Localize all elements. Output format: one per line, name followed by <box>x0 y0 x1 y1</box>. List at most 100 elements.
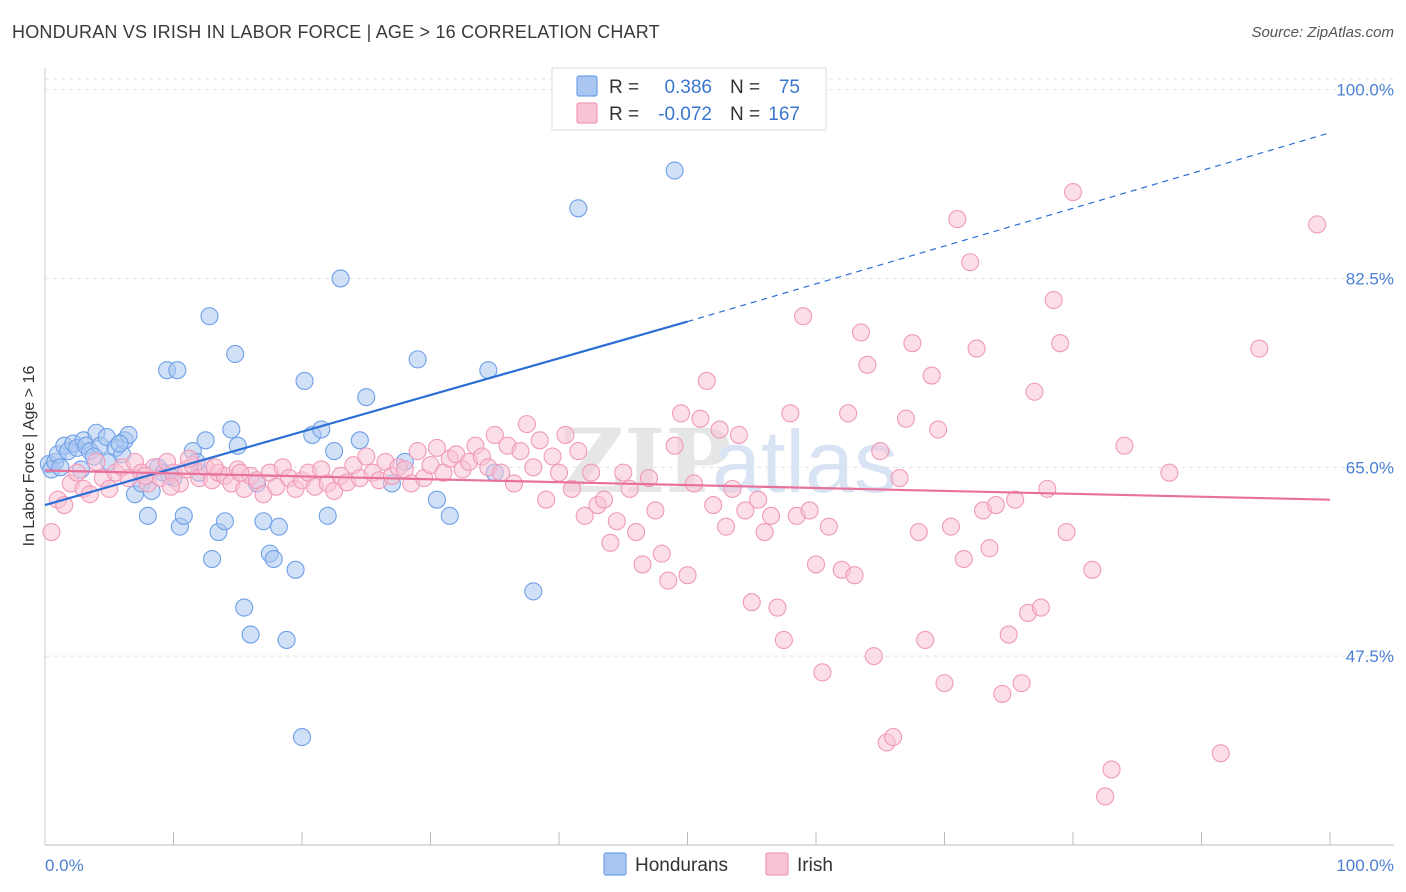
irish-point <box>980 539 999 558</box>
legend-r-label-2: R = <box>609 104 639 125</box>
honduran-point <box>203 549 222 569</box>
irish-point <box>1160 463 1179 482</box>
irish-trend-line <box>44 469 1331 501</box>
irish-point <box>633 555 652 574</box>
honduran-point <box>331 269 350 288</box>
irish-point <box>639 469 659 488</box>
honduran-point <box>51 458 70 477</box>
irish-point <box>858 355 877 374</box>
legend-swatch-hondurans <box>576 75 598 97</box>
series-legend: Hondurans Irish <box>603 852 833 876</box>
irish-point <box>1096 787 1115 806</box>
irish-point <box>948 210 967 229</box>
irish-point <box>1031 598 1050 617</box>
irish-point <box>646 501 665 520</box>
irish-point <box>652 544 671 563</box>
irish-point <box>485 425 504 444</box>
irish-point <box>549 463 569 482</box>
irish-point <box>511 442 530 461</box>
irish-point <box>736 501 755 520</box>
gridlines <box>45 78 1394 657</box>
bottom-legend-swatch-irish <box>765 852 789 876</box>
irish-point <box>68 463 87 482</box>
irish-point <box>890 469 909 488</box>
honduran-point <box>357 388 376 407</box>
irish-point <box>716 517 736 536</box>
irish-point <box>1038 479 1057 498</box>
y-tick-label: 100.0% <box>1336 81 1394 100</box>
honduran-point <box>665 161 684 180</box>
honduran-point <box>269 517 288 536</box>
legend-r-label-1: R = <box>609 77 639 98</box>
irish-point <box>517 415 536 434</box>
irish-point <box>813 663 832 682</box>
irish-point <box>357 447 376 466</box>
irish-point <box>871 442 890 461</box>
x-ticks <box>173 832 1331 845</box>
honduran-point <box>292 728 312 747</box>
honduran-point <box>277 630 296 650</box>
irish-point <box>922 366 941 385</box>
honduran-point <box>241 625 260 644</box>
legend-n-label-1: N = <box>730 77 760 98</box>
honduran-point <box>254 512 273 531</box>
irish-point <box>819 517 838 536</box>
irish-point <box>755 522 774 542</box>
irish-point <box>851 323 871 342</box>
irish-point <box>710 420 729 439</box>
honduran-point <box>110 434 129 453</box>
irish-point <box>723 479 742 498</box>
irish-point <box>575 506 594 525</box>
irish-point <box>781 404 800 423</box>
irish-point <box>594 490 614 509</box>
honduran-point <box>325 442 344 461</box>
irish-point <box>325 481 344 501</box>
irish-point <box>537 490 556 509</box>
irish-point <box>729 425 748 444</box>
irish-point <box>967 339 986 358</box>
irish-point <box>929 420 948 439</box>
irish-point <box>607 512 626 531</box>
irish-point <box>774 630 793 650</box>
irish-point <box>1044 290 1063 310</box>
stats-legend-box <box>551 67 827 131</box>
irish-point <box>1115 436 1134 455</box>
irish-point <box>267 477 286 496</box>
irish-point <box>941 517 960 536</box>
irish-point <box>896 409 916 428</box>
irish-point <box>916 630 935 650</box>
irish-point <box>42 522 61 542</box>
honduran-point <box>196 431 215 450</box>
honduran-point <box>286 560 305 579</box>
irish-point <box>582 463 601 482</box>
irish-point <box>742 593 761 612</box>
irish-point <box>1057 522 1076 542</box>
irish-point <box>231 463 250 482</box>
irish-point <box>704 496 723 515</box>
legend-n-value-2: 167 <box>768 104 800 125</box>
irish-point <box>684 474 703 493</box>
bottom-legend-label-hondurans: Hondurans <box>635 855 728 876</box>
irish-point <box>524 458 543 477</box>
irish-point <box>672 404 691 423</box>
irish-point <box>761 506 781 525</box>
irish-point <box>845 566 864 585</box>
irish-point <box>562 479 581 498</box>
irish-point <box>864 647 883 666</box>
legend-n-label-2: N = <box>730 104 760 125</box>
y-tick-label: 65.0% <box>1346 458 1394 477</box>
legend-n-value-1: 75 <box>779 77 800 98</box>
honduran-point <box>440 506 459 525</box>
irish-point <box>1102 760 1121 779</box>
irish-point <box>678 566 697 585</box>
honduran-point <box>215 512 234 531</box>
irish-point <box>961 253 980 272</box>
irish-point <box>556 425 575 444</box>
irish-point <box>530 431 549 450</box>
bottom-legend-label-irish: Irish <box>797 855 833 876</box>
irish-point <box>806 555 826 574</box>
irish-point <box>697 371 716 391</box>
honduran-point <box>235 598 254 617</box>
irish-point <box>87 452 106 471</box>
